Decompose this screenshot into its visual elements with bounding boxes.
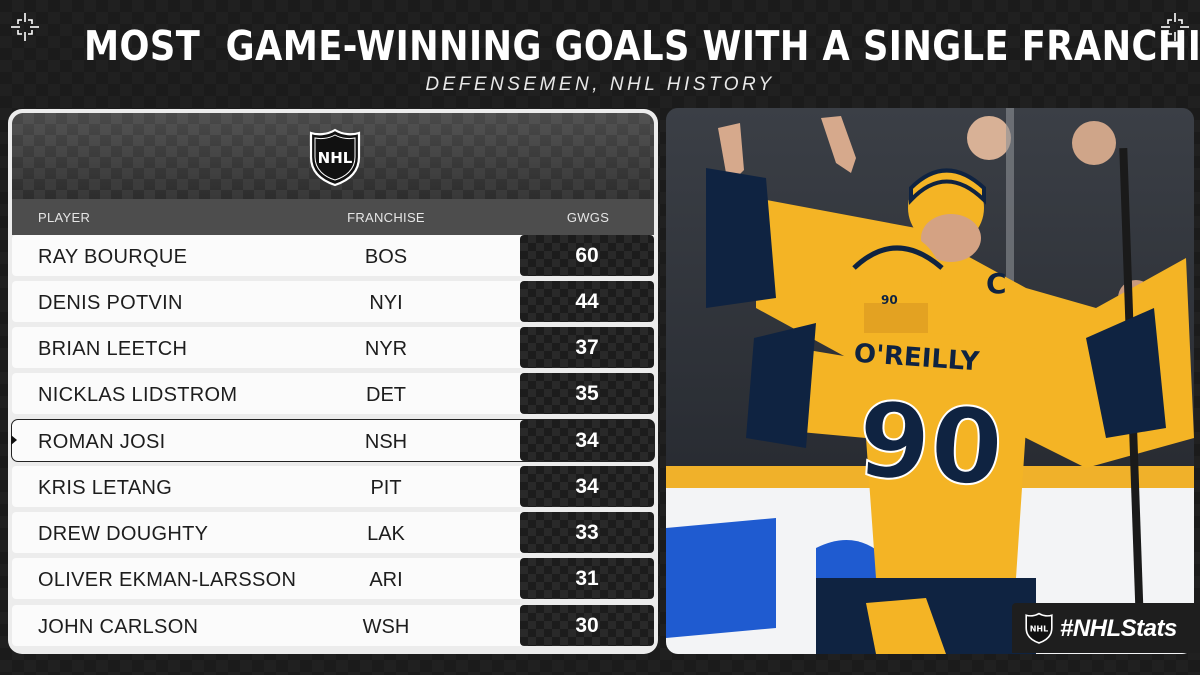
player-name: KRIS LETANG bbox=[38, 477, 173, 499]
franchise-code: WSH bbox=[362, 616, 410, 638]
gwg-value: 31 bbox=[520, 558, 654, 599]
franchise-code: NYI bbox=[369, 292, 403, 314]
player-name: DREW DOUGHTY bbox=[38, 523, 209, 545]
corner-mark-icon bbox=[11, 13, 39, 41]
gwg-value: 33 bbox=[520, 512, 654, 553]
franchise-code: BOS bbox=[364, 246, 408, 268]
player-name: RAY BOURQUE bbox=[38, 246, 188, 268]
page-title: MOST GAME-WINNING GOALS WITH A SINGLE FR… bbox=[84, 22, 1200, 70]
nhl-shield-logo: NHL bbox=[1025, 612, 1053, 644]
stats-table-card: NHL PLAYER FRANCHISE GWGS RAY BOURQUE BO… bbox=[8, 109, 658, 654]
highlight-arrow-icon bbox=[11, 435, 17, 445]
franchise-code: PIT bbox=[370, 477, 402, 499]
table-header-banner: NHL bbox=[12, 113, 654, 199]
gwg-value: 30 bbox=[520, 605, 654, 646]
gwg-value: 37 bbox=[520, 327, 654, 368]
celebration-illustration: C 90 O'REILLY 90 bbox=[666, 108, 1194, 654]
hashtag-text: #NHLStats bbox=[1060, 615, 1177, 642]
table-row: BRIAN LEETCH NYR 37 bbox=[12, 327, 654, 368]
franchise-code: NYR bbox=[364, 338, 408, 360]
table-row: NICKLAS LIDSTROM DET 35 bbox=[12, 373, 654, 414]
column-header-gwgs: GWGS bbox=[566, 210, 610, 225]
page-subtitle: DEFENSEMEN, NHL HISTORY bbox=[425, 74, 775, 95]
table-row: JOHN CARLSON WSH 30 bbox=[12, 605, 654, 646]
gwg-value: 44 bbox=[520, 281, 654, 322]
franchise-code: ARI bbox=[369, 569, 403, 591]
table-row: DREW DOUGHTY LAK 33 bbox=[12, 512, 654, 553]
column-header-player: PLAYER bbox=[38, 210, 91, 225]
column-header-franchise: FRANCHISE bbox=[347, 210, 425, 225]
player-name: JOHN CARLSON bbox=[38, 616, 199, 638]
player-name: BRIAN LEETCH bbox=[38, 338, 188, 360]
player-celebration-photo: C 90 O'REILLY 90 bbox=[666, 108, 1194, 654]
nhl-logo-text: NHL bbox=[318, 149, 353, 167]
gwg-value: 34 bbox=[520, 420, 654, 461]
captain-letter: C bbox=[986, 267, 1007, 300]
table-row: OLIVER EKMAN-LARSSON ARI 31 bbox=[12, 558, 654, 599]
table-row: KRIS LETANG PIT 34 bbox=[12, 466, 654, 507]
franchise-code: LAK bbox=[367, 523, 405, 545]
table-row: RAY BOURQUE BOS 60 bbox=[12, 235, 654, 276]
corner-mark-icon bbox=[1161, 13, 1189, 41]
player-name: OLIVER EKMAN-LARSSON bbox=[38, 569, 297, 591]
column-header-row: PLAYER FRANCHISE GWGS bbox=[12, 199, 654, 235]
player-name: NICKLAS LIDSTROM bbox=[38, 384, 238, 406]
gwg-value: 35 bbox=[520, 373, 654, 414]
gwg-value: 60 bbox=[520, 235, 654, 276]
franchise-code: NSH bbox=[364, 431, 408, 453]
nhl-logo-text: NHL bbox=[1030, 625, 1049, 634]
player-name: ROMAN JOSI bbox=[38, 431, 166, 453]
gwg-value: 34 bbox=[520, 466, 654, 507]
table-row: DENIS POTVIN NYI 44 bbox=[12, 281, 654, 322]
helmet-number: 90 bbox=[881, 293, 898, 307]
jersey-number: 90 bbox=[854, 378, 1007, 510]
nhl-shield-logo: NHL bbox=[309, 128, 361, 187]
table-row-highlighted: ROMAN JOSI NSH 34 bbox=[11, 419, 655, 462]
player-name: DENIS POTVIN bbox=[38, 292, 183, 314]
franchise-code: DET bbox=[366, 384, 406, 406]
hashtag-badge: NHL #NHLStats bbox=[1012, 603, 1200, 653]
